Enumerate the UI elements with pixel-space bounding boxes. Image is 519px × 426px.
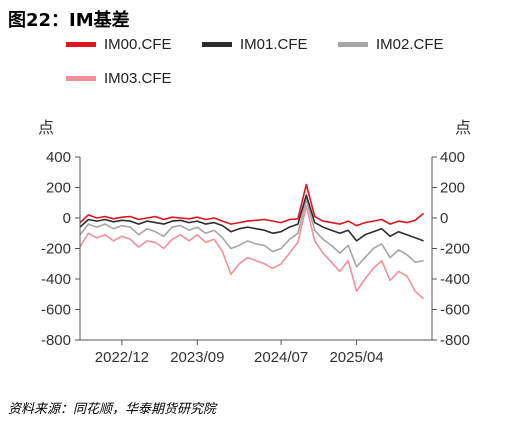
legend-item-im02: IM02.CFE	[338, 36, 444, 53]
legend-swatch-im02	[338, 42, 368, 47]
legend-label-im00: IM00.CFE	[104, 36, 172, 53]
legend-swatch-im00	[66, 42, 96, 47]
legend-swatch-im01	[202, 42, 232, 47]
y-tick-label-right: 0	[440, 210, 448, 227]
y-unit-right: 点	[455, 118, 472, 137]
y-tick-label-left: -200	[41, 241, 71, 258]
series-line-im02-cfe	[79, 198, 424, 268]
x-tick-label: 2022/12	[95, 349, 149, 366]
y-tick-label-left: 400	[46, 149, 71, 166]
figure-title: 图22：IM基差	[8, 10, 130, 31]
x-tick-label: 2023/09	[170, 349, 224, 366]
legend-label-im01: IM01.CFE	[240, 36, 308, 53]
y-tick-label-right: -200	[440, 241, 470, 258]
legend-label-im02: IM02.CFE	[376, 36, 444, 53]
y-tick-label-left: -400	[41, 271, 71, 288]
y-tick-label-right: -400	[440, 271, 470, 288]
y-unit-left: 点	[38, 118, 55, 137]
legend-swatch-im03	[66, 76, 96, 81]
series-layer	[79, 183, 425, 300]
y-tick-label-left: -600	[41, 302, 71, 319]
x-tick-label: 2024/07	[254, 349, 308, 366]
y-tick-label-left: 0	[63, 210, 71, 227]
y-tick-label-right: 400	[440, 149, 465, 166]
y-tick-label-right: -800	[440, 332, 470, 349]
legend-item-im03: IM03.CFE	[66, 70, 172, 87]
legend-label-im03: IM03.CFE	[104, 70, 172, 87]
series-line-im01-cfe	[79, 194, 424, 242]
y-tick-label-left: 200	[46, 180, 71, 197]
series-line-im00-cfe	[79, 183, 425, 227]
y-tick-label-right: 200	[440, 180, 465, 197]
y-tick-label-right: -600	[440, 302, 470, 319]
source-note: 资料来源：同花顺，华泰期货研究院	[8, 402, 217, 417]
legend-item-im01: IM01.CFE	[202, 36, 308, 53]
axis-layer: 400 200 0 -200 -400 -600 -800 400 200 0 -200 -400 -6…	[41, 149, 470, 366]
series-line-im03-cfe	[79, 205, 425, 300]
legend-item-im00: IM00.CFE	[66, 36, 172, 53]
y-tick-label-left: -800	[41, 332, 71, 349]
x-tick-label: 2025/04	[329, 349, 383, 366]
